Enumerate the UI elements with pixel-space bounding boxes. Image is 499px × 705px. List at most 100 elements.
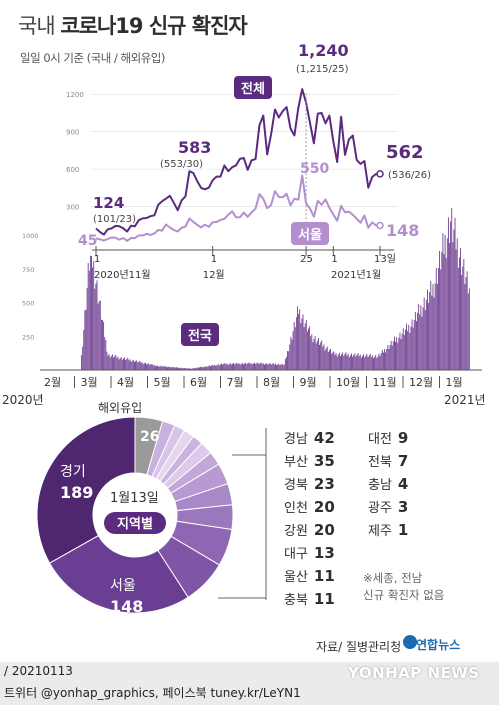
year-2021-label: 2021년 <box>444 393 486 407</box>
national-bar <box>107 355 109 370</box>
inset-y-tick-label: 900 <box>66 129 79 137</box>
inset-x-tick-label: 13일 <box>374 253 396 265</box>
national-bar <box>379 355 381 370</box>
gyeonggi-value: 189 <box>60 483 93 502</box>
national-bar <box>407 331 409 370</box>
national-bar <box>397 342 399 370</box>
national-bar <box>371 355 373 370</box>
national-bar <box>163 365 165 370</box>
data-sublabel: (101/23) <box>93 214 136 225</box>
national-bar <box>432 284 434 370</box>
overseas-value: 26 <box>140 429 159 445</box>
national-bar <box>212 364 214 370</box>
national-bar <box>183 368 185 370</box>
region-item: 인천 20 <box>284 497 335 516</box>
national-bar <box>317 338 319 370</box>
region-item: 충북 11 <box>284 589 335 608</box>
national-bar <box>252 363 254 370</box>
national-bar <box>447 217 449 370</box>
national-bar <box>148 363 150 370</box>
region-name: 강원 <box>284 524 308 539</box>
national-bar <box>244 363 246 370</box>
national-bar <box>374 356 376 370</box>
national-bar <box>85 309 87 370</box>
national-bar <box>200 366 201 370</box>
national-bar <box>373 358 374 370</box>
national-bar <box>278 363 280 370</box>
national-bar <box>179 368 181 370</box>
national-bar <box>416 321 417 370</box>
footer-bar <box>0 662 499 705</box>
national-bar <box>462 266 464 370</box>
yonhap-logo: YONHAP NEWS <box>348 664 480 682</box>
national-bar <box>427 289 428 370</box>
national-bar <box>83 330 85 370</box>
national-bar <box>232 363 233 370</box>
national-bar <box>436 283 438 370</box>
region-name: 울산 <box>284 570 308 585</box>
national-bar <box>150 364 152 370</box>
national-bar <box>205 366 207 370</box>
national-bar <box>156 365 157 370</box>
national-bar <box>284 359 286 370</box>
national-bar <box>117 356 119 370</box>
national-bar <box>461 274 463 370</box>
national-bar <box>468 288 470 370</box>
national-bar <box>410 326 412 370</box>
national-bar <box>128 360 130 370</box>
national-bar <box>360 357 362 370</box>
national-bar <box>421 316 423 370</box>
national-bar <box>237 364 239 370</box>
region-value: 9 <box>397 429 409 447</box>
national-bar <box>388 349 390 370</box>
bar-month-tick-label: 12월 <box>409 376 433 389</box>
data-sublabel: (553/30) <box>160 159 203 170</box>
inset-x-tick-label: 12월 <box>203 269 225 281</box>
national-bar <box>294 327 296 370</box>
national-bar <box>190 368 192 370</box>
national-bar <box>145 362 146 370</box>
national-bar <box>181 367 183 370</box>
national-bar <box>182 368 184 370</box>
inset-y-tick-label: 600 <box>66 166 79 174</box>
national-bar <box>341 354 342 370</box>
national-bar <box>271 363 273 370</box>
data-sublabel: (536/26) <box>388 170 431 181</box>
national-bar <box>250 362 252 370</box>
national-bar <box>113 357 114 370</box>
national-bar <box>262 363 264 370</box>
national-bar <box>149 364 151 370</box>
national-bar <box>276 365 277 370</box>
national-bar <box>82 346 84 370</box>
national-bar <box>230 364 232 370</box>
national-bar <box>367 357 369 370</box>
national-bar <box>162 366 164 370</box>
national-bar <box>167 367 168 370</box>
national-bar <box>243 364 244 370</box>
bar-y-tick-label: 1000 <box>22 232 39 240</box>
national-bar <box>240 363 242 370</box>
national-bar <box>454 217 456 370</box>
national-bar <box>298 314 300 370</box>
national-bar <box>185 368 187 370</box>
national-bar <box>359 354 361 370</box>
national-bar <box>456 238 458 370</box>
national-bar <box>139 360 141 370</box>
region-value: 11 <box>313 590 335 608</box>
national-bar <box>246 364 248 370</box>
national-bar <box>197 367 199 370</box>
national-bar <box>375 355 377 370</box>
region-value: 20 <box>313 521 335 539</box>
national-bar <box>125 359 127 370</box>
national-bar <box>300 323 302 370</box>
bar-y-tick-label: 750 <box>22 266 34 274</box>
national-bar <box>349 355 351 370</box>
national-bar <box>256 363 258 370</box>
donut-slice <box>36 416 136 564</box>
seoul-series-pill: 서울 <box>291 222 329 245</box>
national-bar <box>340 356 341 370</box>
national-bar <box>189 368 190 370</box>
national-bar <box>343 355 345 370</box>
national-bar <box>116 357 118 370</box>
national-bar <box>281 363 283 370</box>
